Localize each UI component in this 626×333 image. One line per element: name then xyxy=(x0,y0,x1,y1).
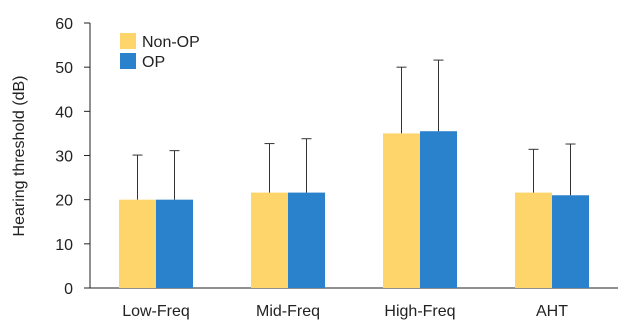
error-bars xyxy=(132,59,576,200)
bar-op-high-freq xyxy=(420,131,457,288)
y-tick-label: 60 xyxy=(55,16,73,33)
bar-non-op-aht xyxy=(515,192,552,288)
bar-non-op-high-freq xyxy=(383,133,420,288)
y-tick-label: 0 xyxy=(64,281,73,298)
x-axis: Low-Freq Mid-Freq High-Freq AHT xyxy=(90,287,618,320)
x-tick-label: High-Freq xyxy=(384,303,455,320)
y-tick-label: 10 xyxy=(55,237,73,254)
legend-swatch xyxy=(120,53,136,69)
legend-label: Non-OP xyxy=(142,34,200,51)
bar-non-op-mid-freq xyxy=(251,192,288,288)
bar-non-op-low-freq xyxy=(119,199,156,288)
bar-op-aht xyxy=(552,195,589,288)
y-tick-label: 50 xyxy=(55,60,73,77)
legend-label: OP xyxy=(142,54,165,71)
legend: Non-OP OP xyxy=(120,33,200,71)
x-tick-label: AHT xyxy=(536,303,568,320)
legend-swatch xyxy=(120,33,136,49)
x-tick-label: Low-Freq xyxy=(122,303,190,320)
y-axis-title: Hearing threshold (dB) xyxy=(11,76,28,237)
y-tick-label: 40 xyxy=(55,104,73,121)
y-axis: 0 10 20 30 40 50 60 xyxy=(55,16,91,298)
bar-op-mid-freq xyxy=(288,192,325,288)
bar-op-low-freq xyxy=(156,199,193,288)
y-tick-label: 20 xyxy=(55,193,73,210)
x-tick-label: Mid-Freq xyxy=(256,303,320,320)
bars xyxy=(119,131,589,288)
y-tick-label: 30 xyxy=(55,149,73,166)
